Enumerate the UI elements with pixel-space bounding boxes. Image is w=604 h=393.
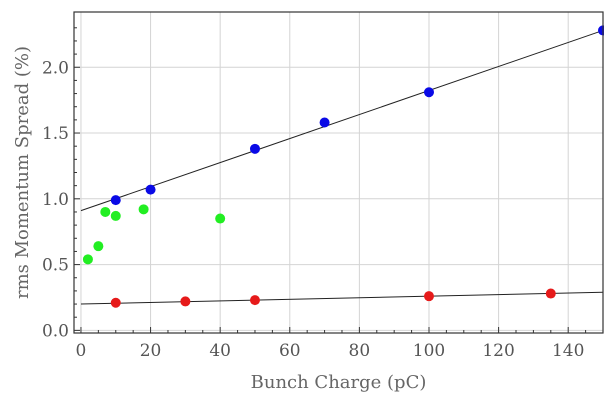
plot-frame [73, 11, 604, 334]
x-tick-label: 100 [413, 341, 445, 361]
x-axis-title: Bunch Charge (pC) [251, 372, 427, 393]
x-tick-label: 40 [209, 341, 231, 361]
data-point [180, 296, 191, 307]
data-point [93, 241, 104, 252]
data-point [138, 204, 149, 215]
data-point [423, 291, 434, 302]
data-point [110, 210, 121, 221]
y-tick-label: 2.0 [42, 58, 69, 78]
y-axis-title: rms Momentum Spread (%) [12, 46, 33, 299]
data-point [423, 87, 434, 98]
grid-layer [74, 12, 603, 333]
fit-line [80, 29, 604, 212]
fit-lines [80, 29, 604, 305]
data-point [215, 213, 226, 224]
data-points [82, 25, 604, 308]
axis-ticks: 0 20 40 60 80 100 120 140 0.0 0.5 1.0 1.5 2.0 [42, 27, 604, 361]
x-tick-label: 60 [279, 341, 301, 361]
y-tick-label: 1.0 [42, 190, 69, 210]
x-tick-label: 140 [552, 341, 584, 361]
data-point [82, 254, 93, 265]
fit-line [80, 291, 604, 305]
data-point [545, 288, 556, 299]
data-point [249, 143, 260, 154]
y-tick-label: 0.0 [42, 321, 69, 341]
data-point [145, 184, 156, 195]
y-tick-label: 1.5 [42, 124, 69, 144]
x-tick-label: 120 [482, 341, 514, 361]
x-tick-label: 20 [140, 341, 162, 361]
data-point [100, 206, 111, 217]
data-point [110, 297, 121, 308]
y-tick-label: 0.5 [42, 256, 69, 276]
data-point [110, 195, 121, 206]
data-point [319, 117, 330, 128]
data-point [249, 295, 260, 306]
x-tick-label: 80 [349, 341, 371, 361]
x-tick-label: 0 [76, 341, 87, 361]
